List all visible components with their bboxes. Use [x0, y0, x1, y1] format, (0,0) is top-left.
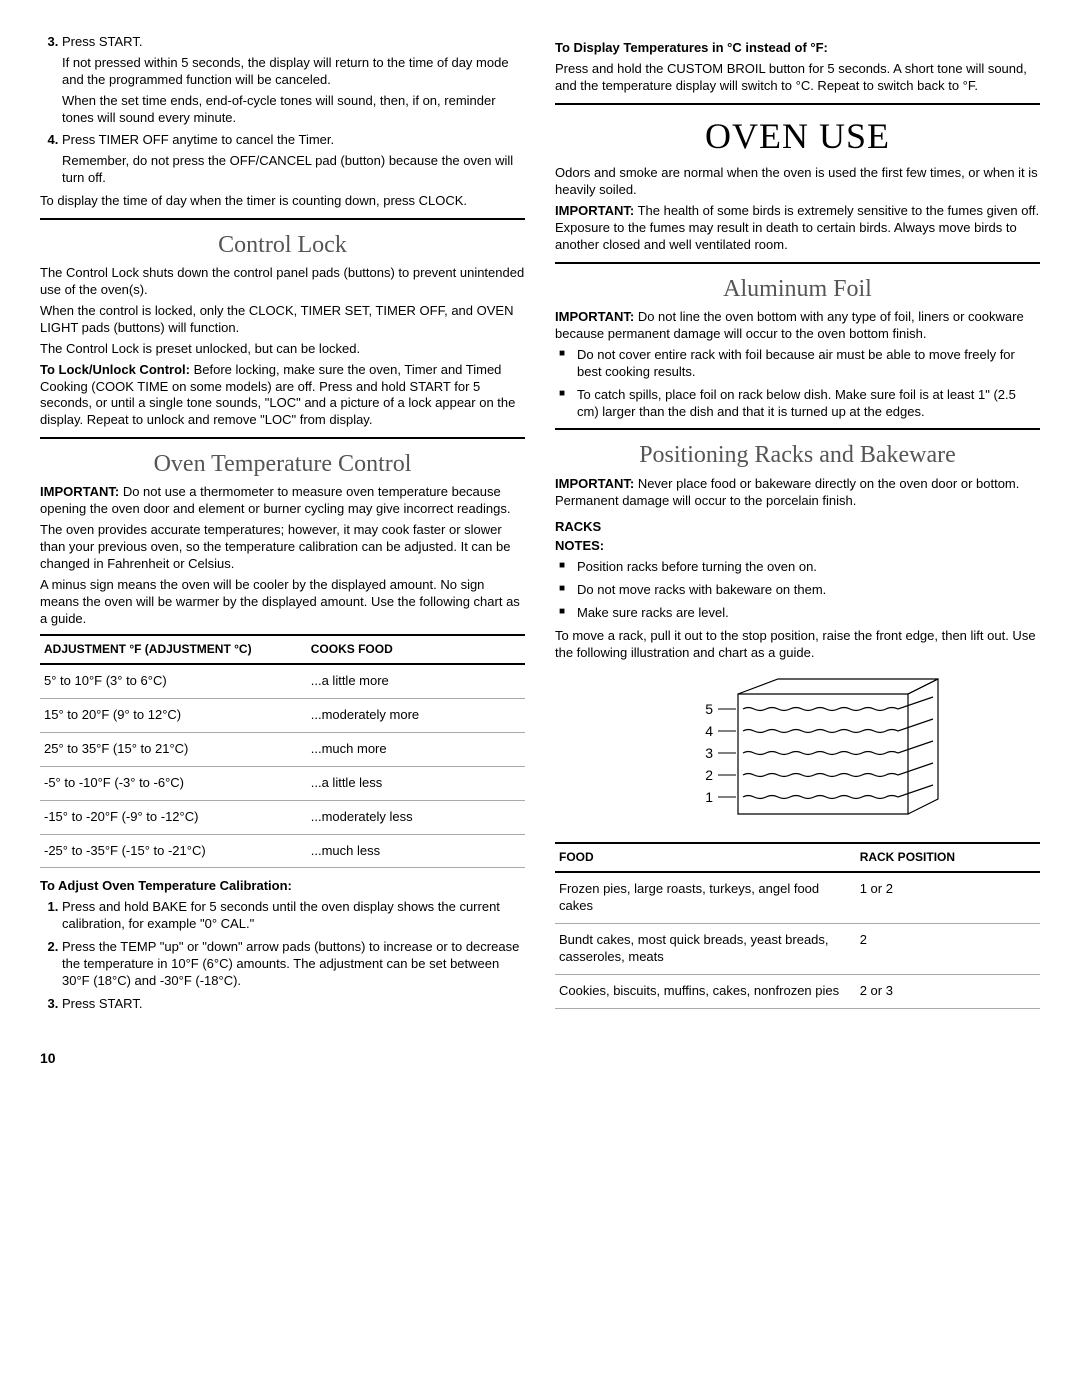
food-table: FOOD RACK POSITION Frozen pies, large ro…: [555, 842, 1040, 1009]
table-row: 5° to 10°F (3° to 6°C)...a little more: [40, 664, 525, 698]
rack-label: 4: [705, 723, 713, 739]
step-4-label: Press TIMER OFF anytime to cancel the Ti…: [62, 132, 334, 147]
timer-steps: Press START. If not pressed within 5 sec…: [40, 34, 525, 187]
divider: [40, 437, 525, 439]
racks-bullets: Position racks before turning the oven o…: [555, 559, 1040, 622]
adj-step-1: Press and hold BAKE for 5 seconds until …: [62, 899, 525, 933]
celsius-heading: To Display Temperatures in °C instead of…: [555, 40, 1040, 57]
cl-p4: To Lock/Unlock Control: Before locking, …: [40, 362, 525, 430]
otc-important: IMPORTANT: Do not use a thermometer to m…: [40, 484, 525, 518]
rack-diagram-svg: 5 4 3 2 1: [648, 674, 948, 824]
adj-cell-range: -5° to -10°F (-3° to -6°C): [40, 766, 307, 800]
rack-diagram: 5 4 3 2 1: [555, 674, 1040, 824]
adj-th1: ADJUSTMENT °F (ADJUSTMENT °C): [40, 635, 307, 665]
adj-cell-range: -15° to -20°F (-9° to -12°C): [40, 800, 307, 834]
table-row: 25° to 35°F (15° to 21°C)...much more: [40, 732, 525, 766]
adj-cell-range: -25° to -35°F (-15° to -21°C): [40, 834, 307, 868]
adj-cell-result: ...a little less: [307, 766, 525, 800]
adj-th2: COOKS FOOD: [307, 635, 525, 665]
divider: [555, 103, 1040, 105]
table-row: Bundt cakes, most quick breads, yeast br…: [555, 924, 1040, 975]
racks-important: IMPORTANT: Never place food or bakeware …: [555, 476, 1040, 510]
adj-cell-result: ...moderately more: [307, 699, 525, 733]
adj-cell-range: 15° to 20°F (9° to 12°C): [40, 699, 307, 733]
adj-step-2: Press the TEMP "up" or "down" arrow pads…: [62, 939, 525, 990]
otc-p3: A minus sign means the oven will be cool…: [40, 577, 525, 628]
ovenuse-p1: Odors and smoke are normal when the oven…: [555, 165, 1040, 199]
food-cell: Bundt cakes, most quick breads, yeast br…: [555, 924, 856, 975]
otc-p2: The oven provides accurate temperatures;…: [40, 522, 525, 573]
racks-b1: Position racks before turning the oven o…: [555, 559, 1040, 576]
racks-notes: NOTES:: [555, 538, 1040, 555]
page: Press START. If not pressed within 5 sec…: [40, 30, 1040, 1019]
adj-cell-result: ...moderately less: [307, 800, 525, 834]
left-column: Press START. If not pressed within 5 sec…: [40, 30, 525, 1019]
rack-label: 2: [705, 767, 713, 783]
rack-position-cell: 2 or 3: [856, 974, 1040, 1008]
rack-position-cell: 1 or 2: [856, 872, 1040, 923]
step-3-p1: If not pressed within 5 seconds, the dis…: [62, 55, 525, 89]
racks-b2: Do not move racks with bakeware on them.: [555, 582, 1040, 599]
foil-b1: Do not cover entire rack with foil becau…: [555, 347, 1040, 381]
adj-cell-result: ...much less: [307, 834, 525, 868]
divider: [40, 218, 525, 220]
cl-p2: When the control is locked, only the CLO…: [40, 303, 525, 337]
table-row: Cookies, biscuits, muffins, cakes, nonfr…: [555, 974, 1040, 1008]
adj-cell-result: ...a little more: [307, 664, 525, 698]
ovenuse-important: IMPORTANT: The health of some birds is e…: [555, 203, 1040, 254]
celsius-p: Press and hold the CUSTOM BROIL button f…: [555, 61, 1040, 95]
food-cell: Cookies, biscuits, muffins, cakes, nonfr…: [555, 974, 856, 1008]
cl-p1: The Control Lock shuts down the control …: [40, 265, 525, 299]
rack-position-cell: 2: [856, 924, 1040, 975]
racks-imp-bold: IMPORTANT:: [555, 476, 634, 491]
foil-bullets: Do not cover entire rack with foil becau…: [555, 347, 1040, 421]
right-column: To Display Temperatures in °C instead of…: [555, 30, 1040, 1019]
table-row: -25° to -35°F (-15° to -21°C)...much les…: [40, 834, 525, 868]
foil-heading: Aluminum Foil: [555, 274, 1040, 305]
adj-cal-heading: To Adjust Oven Temperature Calibration:: [40, 878, 525, 895]
racks-sub: RACKS: [555, 519, 1040, 536]
foil-b2: To catch spills, place foil on rack belo…: [555, 387, 1040, 421]
adj-cell-range: 25° to 35°F (15° to 21°C): [40, 732, 307, 766]
step-3: Press START. If not pressed within 5 sec…: [62, 34, 525, 126]
adjustment-table: ADJUSTMENT °F (ADJUSTMENT °C) COOKS FOOD…: [40, 634, 525, 869]
control-lock-heading: Control Lock: [40, 230, 525, 261]
step-3-label: Press START.: [62, 34, 142, 49]
racks-heading: Positioning Racks and Bakeware: [555, 440, 1040, 471]
food-cell: Frozen pies, large roasts, turkeys, ange…: [555, 872, 856, 923]
otc-imp-bold: IMPORTANT:: [40, 484, 119, 499]
rack-label: 5: [705, 701, 713, 717]
table-row: 15° to 20°F (9° to 12°C)...moderately mo…: [40, 699, 525, 733]
step-3-p2: When the set time ends, end-of-cycle ton…: [62, 93, 525, 127]
racks-move: To move a rack, pull it out to the stop …: [555, 628, 1040, 662]
foil-imp-bold: IMPORTANT:: [555, 309, 634, 324]
otc-heading: Oven Temperature Control: [40, 449, 525, 480]
racks-b3: Make sure racks are level.: [555, 605, 1040, 622]
ovenuse-imp-bold: IMPORTANT:: [555, 203, 634, 218]
divider: [555, 262, 1040, 264]
adj-steps: Press and hold BAKE for 5 seconds until …: [40, 899, 525, 1012]
step-4-p1: Remember, do not press the OFF/CANCEL pa…: [62, 153, 525, 187]
oven-use-heading: OVEN USE: [555, 113, 1040, 160]
divider: [555, 428, 1040, 430]
page-number: 10: [40, 1049, 1040, 1067]
table-row: Frozen pies, large roasts, turkeys, ange…: [555, 872, 1040, 923]
adj-step-3: Press START.: [62, 996, 525, 1013]
foil-important: IMPORTANT: Do not line the oven bottom w…: [555, 309, 1040, 343]
cl-p3: The Control Lock is preset unlocked, but…: [40, 341, 525, 358]
rack-label: 3: [705, 745, 713, 761]
cl-p4-bold: To Lock/Unlock Control:: [40, 362, 190, 377]
display-time-note: To display the time of day when the time…: [40, 193, 525, 210]
food-th1: FOOD: [555, 843, 856, 873]
adj-cell-range: 5° to 10°F (3° to 6°C): [40, 664, 307, 698]
table-row: -5° to -10°F (-3° to -6°C)...a little le…: [40, 766, 525, 800]
adj-cell-result: ...much more: [307, 732, 525, 766]
table-row: -15° to -20°F (-9° to -12°C)...moderatel…: [40, 800, 525, 834]
step-4: Press TIMER OFF anytime to cancel the Ti…: [62, 132, 525, 187]
food-th2: RACK POSITION: [856, 843, 1040, 873]
rack-label: 1: [705, 789, 713, 805]
